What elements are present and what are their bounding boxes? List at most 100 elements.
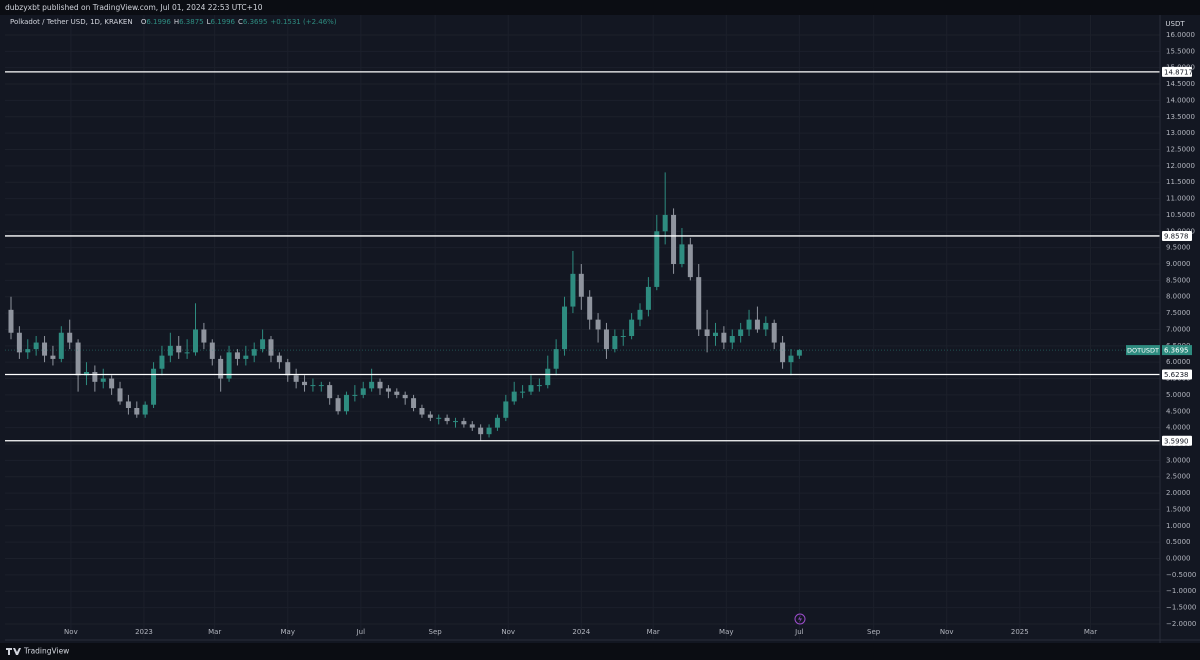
candle-body [478,427,484,435]
candle-body [260,339,266,350]
level-label: 9.8578 [1164,232,1189,240]
x-tick-label: Nov [940,628,954,636]
candle-body [50,355,56,359]
y-tick-label: 7.5000 [1166,309,1191,317]
candle-body [343,394,349,412]
candle-body [151,368,157,405]
y-tick-label: 7.0000 [1166,325,1191,333]
candle-body [612,336,618,350]
symbol-title: Polkadot / Tether USD, 1D, KRAKEN [10,18,133,26]
candle-body [193,329,199,353]
brand-logo [6,648,21,655]
y-tick-label: 16.0000 [1166,31,1195,39]
y-tick-label: 8.0000 [1166,293,1191,301]
currency-label: USDT [1165,20,1185,28]
candle-body [184,352,190,354]
candle-body [687,244,693,278]
candle-body [327,385,333,399]
level-label: 5.6238 [1164,371,1189,379]
candle-body [536,385,542,387]
candle-body [771,322,777,343]
level-label: 3.5990 [1164,437,1189,445]
candle-body [494,417,500,428]
ohlc-key: L [207,18,211,26]
event-bolt [798,615,802,623]
candle-body [696,277,702,330]
candle-body [637,309,643,320]
candle-body [167,345,173,356]
candle-body [243,355,249,359]
candle-body [520,391,526,393]
candle-body [209,342,215,359]
y-tick-label: 13.5000 [1166,113,1195,121]
candle-body [377,381,383,389]
candle-body [587,296,593,320]
candle-body [42,342,48,356]
candle-body [746,319,752,330]
candle-body [310,385,316,387]
candle-body [109,378,115,389]
y-tick-label: 1.0000 [1166,522,1191,530]
candle-body [335,398,341,412]
change: +0.1531 (+2.46%) [270,18,336,26]
candle-body [33,342,39,350]
candle-body [16,332,22,353]
x-tick-label: 2023 [135,628,153,636]
y-tick-label: −0.5000 [1166,571,1196,579]
candle-body [469,424,475,428]
candle-body [419,407,425,415]
y-tick-label: 4.5000 [1166,407,1191,415]
x-tick-label: May [281,628,295,636]
ohlc-value: 6.1996 [146,18,171,26]
candle-body [444,417,450,422]
bottom-bar [0,643,1200,660]
y-tick-label: −1.0000 [1166,587,1196,595]
candle-body [796,350,802,356]
candle-body [411,398,417,408]
candle-body [75,342,81,376]
candle-body [25,349,31,353]
y-tick-label: 1.5000 [1166,505,1191,513]
candle-body [251,349,257,356]
ohlc-value: 6.3695 [243,18,268,26]
candle-body [553,349,559,369]
candle-body [654,231,660,287]
candle-body [662,214,668,232]
candle-body [671,214,677,265]
event-icon[interactable] [794,613,806,625]
y-tick-label: 4.0000 [1166,424,1191,432]
x-tick-label: Nov [501,628,515,636]
last-price-symbol: DOTUSDT [1127,347,1159,355]
candle-body [352,394,358,396]
x-tick-label: 2024 [572,628,590,636]
x-tick-label: Jul [794,628,804,636]
candle-body [201,329,207,343]
candle-body [427,414,433,418]
y-tick-label: 0.0000 [1166,555,1191,563]
y-tick-label: 2.5000 [1166,473,1191,481]
candle-body [276,355,282,363]
publisher-line: dubzyxbt published on TradingView.com, J… [5,3,263,12]
x-tick-label: Sep [867,628,881,636]
brand-name: TradingView [23,647,69,656]
x-tick-label: Sep [429,628,443,636]
candle-body [134,407,140,415]
x-tick-label: Jul [356,628,366,636]
ohlc-key: C [238,18,243,26]
candle-body [595,319,601,330]
last-price-symbol-box [1126,345,1160,356]
x-tick-label: May [719,628,733,636]
last-price-label: 6.3695 [1164,347,1189,355]
candle-body [100,378,106,382]
candle-body [234,352,240,359]
candle-body [712,332,718,337]
candle-body [318,385,324,387]
candle-body [738,329,744,337]
candle-body [293,375,299,382]
candle-body [159,355,165,369]
candle-body [285,362,291,376]
candle-body [67,332,73,343]
y-tick-label: 8.5000 [1166,276,1191,284]
